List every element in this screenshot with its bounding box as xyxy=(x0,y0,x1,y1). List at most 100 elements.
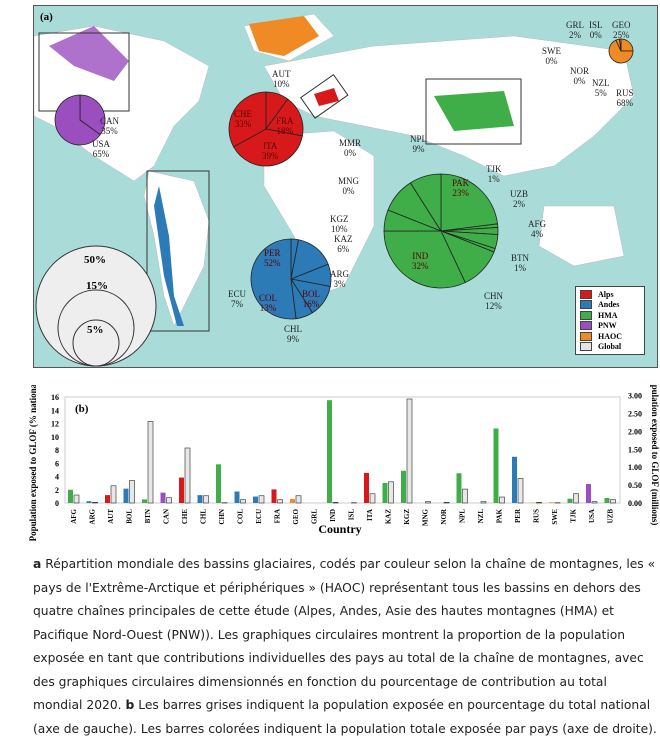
bar-pct-geo xyxy=(295,495,302,504)
bar-pct-aut xyxy=(110,485,117,504)
pie-label-arg: ARG 3% xyxy=(330,269,350,289)
andes-region xyxy=(154,186,184,326)
pie-label-value: 9% xyxy=(287,334,299,344)
pie-label-value: 10% xyxy=(273,79,290,89)
legend-item-andes: Andes xyxy=(580,300,640,311)
y-left-tick: 2 xyxy=(55,486,59,495)
x-tick: AFG xyxy=(70,508,78,523)
x-tick: ECU xyxy=(255,509,263,524)
pie-label-value: 0% xyxy=(589,30,602,40)
inset-boxes xyxy=(38,32,522,332)
pie-label-value: 0% xyxy=(573,76,586,86)
pie-slice-ita xyxy=(233,128,303,167)
y-left-tick: 12 xyxy=(51,420,59,429)
bar-total-arg xyxy=(86,501,92,503)
pie-slice-npl xyxy=(409,173,442,233)
bar-total-geo xyxy=(290,499,295,503)
pie-label-value: 5% xyxy=(594,88,607,98)
bar-total-col xyxy=(234,491,240,503)
x-tick: AUT xyxy=(107,509,115,524)
pie-label-value: 6% xyxy=(337,244,350,254)
y-right-label: Population exposed to GLOF (millions) xyxy=(650,385,660,525)
bar-pct-npl xyxy=(462,488,468,504)
y-left-tick: 16 xyxy=(51,393,59,402)
x-tick: PAK xyxy=(496,508,504,523)
x-tick: NPL xyxy=(459,509,467,523)
caption-b-text: Les barres grises indiquent la populatio… xyxy=(33,698,657,736)
pie-slice-usa xyxy=(54,94,101,146)
y-right-tick: 1.00 xyxy=(628,463,642,472)
pie-slice-fra xyxy=(265,98,304,137)
pie-slice-geo xyxy=(620,38,634,52)
pie-label-value: 23% xyxy=(452,188,469,198)
pie-label-value: 12% xyxy=(485,301,502,311)
bar-pct-ind xyxy=(332,501,339,504)
pie-label-can: CAN 35% xyxy=(100,116,120,136)
pie-label-value: 68% xyxy=(616,98,634,108)
bar-total-uzb xyxy=(604,497,610,503)
x-tick: RUS xyxy=(533,509,541,523)
pie-haoc xyxy=(608,38,634,64)
bar-pct-btn xyxy=(147,421,154,504)
pie-label-value: 10% xyxy=(331,224,348,234)
legend-item-alps: Alps xyxy=(580,289,640,300)
pie-slice-ind xyxy=(383,230,466,289)
bar-total-chl xyxy=(197,495,203,503)
x-tick: CHN xyxy=(218,509,226,525)
bar-pct-nzl xyxy=(480,501,487,504)
bar-pct-ecu xyxy=(258,495,265,504)
pie-charts xyxy=(54,38,634,320)
bar-total-can xyxy=(160,492,166,503)
x-tick: UZB xyxy=(607,509,615,524)
alps-region xyxy=(314,88,339,106)
bar-pct-can xyxy=(166,497,172,504)
pie-label-value: 2% xyxy=(513,199,525,209)
pie-label-geo: GEO 25% xyxy=(612,20,631,40)
y-right-tick: 3.00 xyxy=(628,392,642,401)
y-left-tick: 8 xyxy=(55,446,59,455)
y-right-tick: 2.00 xyxy=(628,427,642,436)
pie-label-bol: BOL 16% xyxy=(302,289,320,309)
legend-swatch xyxy=(580,321,592,331)
pie-label-value: 35% xyxy=(101,126,118,136)
bar-pct-uzb xyxy=(610,499,616,504)
x-tick: ARG xyxy=(89,508,97,524)
world-map-panel: (a) 50% 15% 5% CAN 35% USA 65% AUT 10% FRA 18% I… xyxy=(33,5,658,368)
bar-pct-fra xyxy=(277,499,283,504)
bar-pct-tjk xyxy=(573,493,579,504)
pie-label-ecu: ECU 7% xyxy=(228,289,246,309)
x-tick: GRL xyxy=(311,509,319,525)
pie-label-che: CHE 33% xyxy=(234,109,252,129)
legend-swatch xyxy=(580,310,592,320)
x-tick: CAN xyxy=(163,509,171,524)
x-tick: GEO xyxy=(292,508,300,524)
pie-slice-grl xyxy=(619,38,622,52)
pie-slice-che xyxy=(228,91,267,148)
plot-area xyxy=(64,396,621,504)
legend-swatch xyxy=(580,289,592,299)
pie-label-kgz: KGZ 10% xyxy=(330,214,349,234)
world-map xyxy=(34,13,635,367)
pie-label-value: 18% xyxy=(276,126,294,136)
pie-slice-pak xyxy=(440,173,498,232)
x-tick: KGZ xyxy=(403,509,411,525)
x-tick: PER xyxy=(514,508,522,523)
bar-total-ita xyxy=(364,472,369,503)
bar-pct-nor xyxy=(443,501,450,504)
pie-slice-can xyxy=(79,94,106,136)
pie-label-value: 0% xyxy=(545,56,558,66)
y-left-label: Population exposed to GLOF (% national t… xyxy=(28,385,38,541)
legend-swatch xyxy=(580,331,592,341)
caption-b-label: b xyxy=(125,698,135,712)
pie-label-value: 1% xyxy=(514,263,526,273)
pie-label-nor: NOR 0% xyxy=(570,66,590,86)
bar-total-usa xyxy=(586,484,591,503)
y-left-tick: 6 xyxy=(55,459,59,468)
bar-total-per xyxy=(512,456,517,503)
greenland-region xyxy=(249,16,319,56)
y-right-tick: 1.50 xyxy=(628,445,642,454)
size-50: 50% xyxy=(84,254,106,266)
pie-label-value: 65% xyxy=(92,149,110,159)
x-tick: BTN xyxy=(144,509,152,523)
pie-label-value: 13% xyxy=(259,303,277,313)
